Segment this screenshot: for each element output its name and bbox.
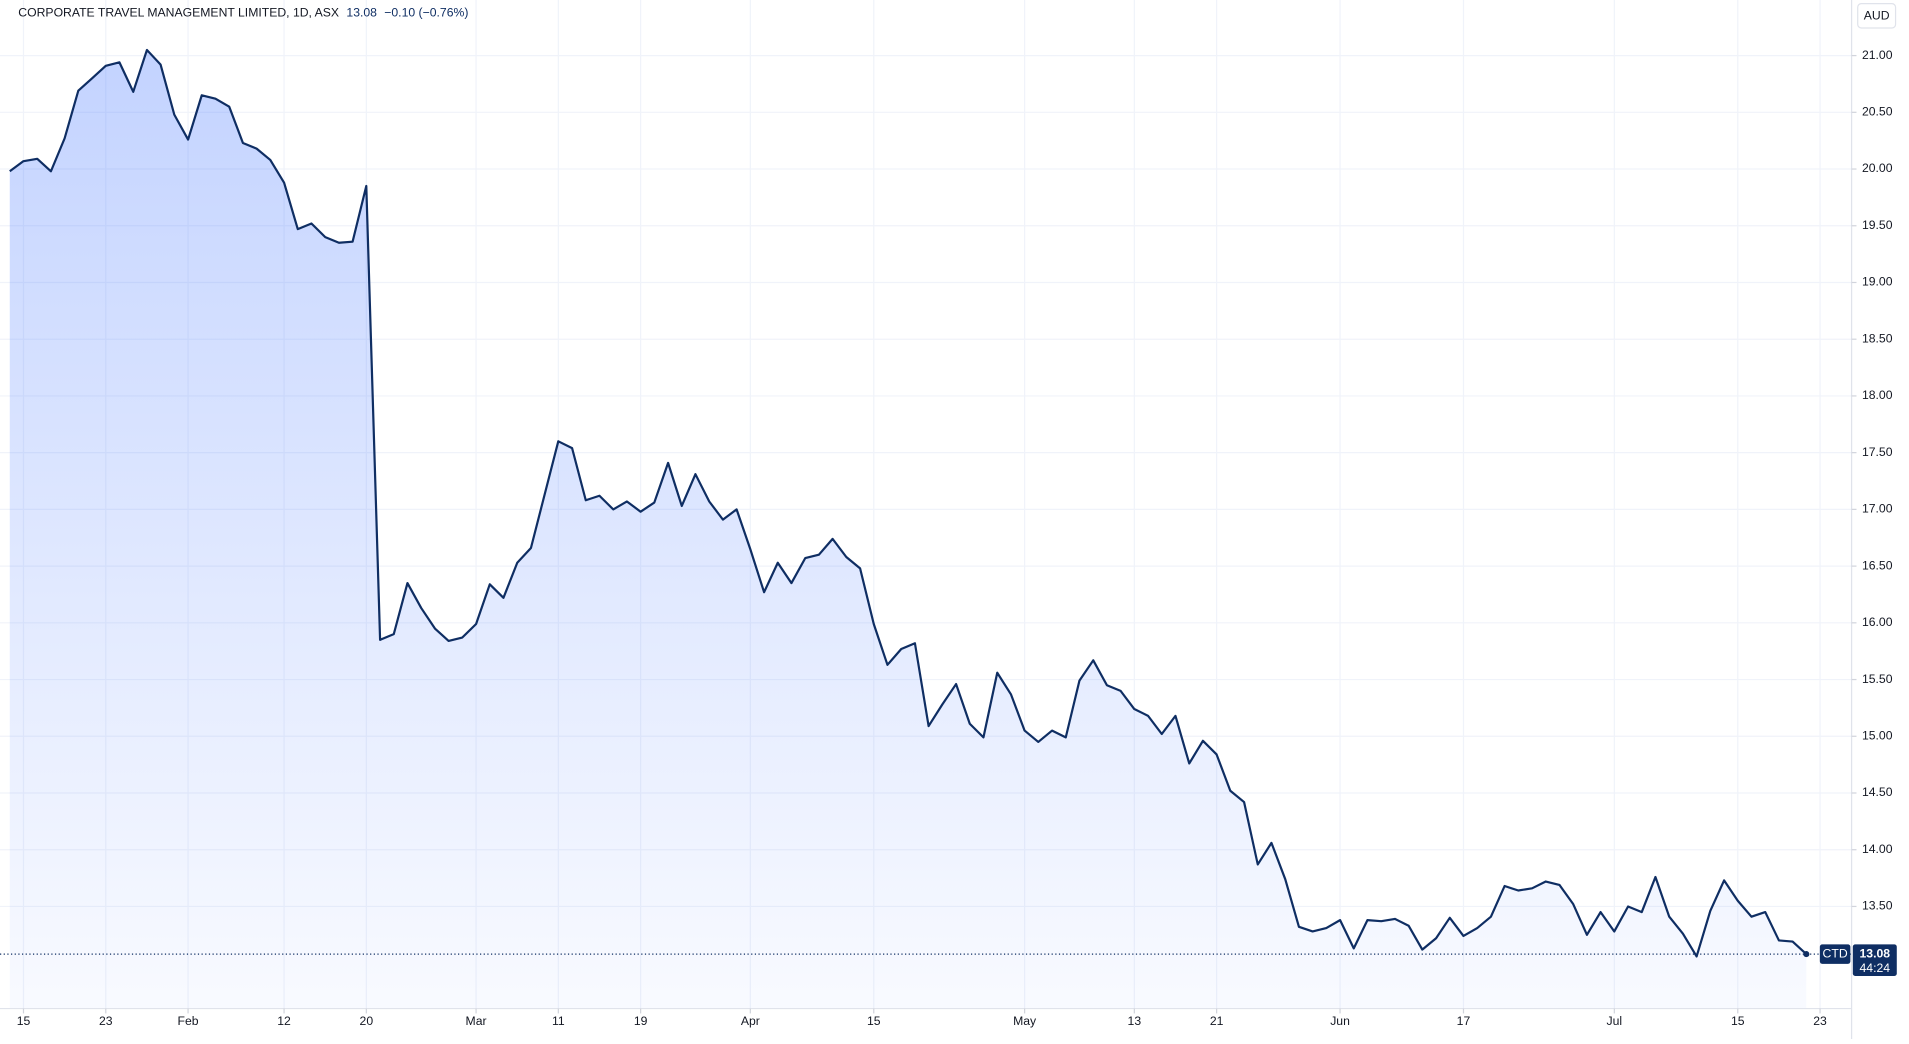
x-tick-label: 15 [867, 1014, 881, 1028]
currency-box[interactable] [1857, 3, 1897, 29]
y-tick-label: 19.00 [1862, 275, 1893, 289]
y-tick-label: 18.50 [1862, 331, 1893, 345]
y-tick-label: 13.50 [1862, 899, 1893, 913]
x-tick-label: 17 [1457, 1014, 1471, 1028]
y-tick-label: 16.00 [1862, 615, 1893, 629]
price-line [9, 48, 1808, 958]
y-tick-label: 15.50 [1862, 672, 1893, 686]
x-tick-label: 12 [277, 1014, 291, 1028]
y-tick-label: 14.00 [1862, 842, 1893, 856]
symbol-box [1819, 944, 1851, 964]
x-tick-label: Apr [741, 1014, 760, 1028]
x-tick-label: 23 [1813, 1014, 1827, 1028]
y-tick-label: 19.50 [1862, 218, 1893, 232]
x-tick-label: 15 [17, 1014, 31, 1028]
y-tick-label: 17.50 [1862, 445, 1893, 459]
x-tick-label: May [1013, 1014, 1037, 1028]
header-price: 13.08 [346, 6, 377, 20]
chart-title: CORPORATE TRAVEL MANAGEMENT LIMITED, 1D,… [18, 6, 339, 20]
currency[interactable]: AUD [1864, 9, 1890, 23]
y-tick-label: 16.50 [1862, 558, 1893, 572]
y-tick-label: 14.50 [1862, 785, 1893, 799]
header-change: −0.10 (−0.76%) [384, 6, 468, 20]
y-tick-label: 20.00 [1862, 161, 1893, 175]
y-tick-label: 17.00 [1862, 502, 1893, 516]
y-tick-label: 21.00 [1862, 48, 1893, 62]
symbol-label: CTD [1823, 946, 1848, 960]
x-tick-label: 15 [1731, 1014, 1745, 1028]
y-tick-label: 15.00 [1862, 729, 1893, 743]
countdown: 44:24 [1860, 961, 1891, 975]
x-tick-label: Jun [1330, 1014, 1350, 1028]
x-tick-label: Mar [466, 1014, 487, 1028]
x-tick-label: Feb [178, 1014, 199, 1028]
area [9, 49, 1807, 1009]
y-tick-label: 20.50 [1862, 105, 1893, 119]
x-tick-label: 19 [634, 1014, 648, 1028]
y-tick-label: 18.00 [1862, 388, 1893, 402]
price-box [1852, 944, 1897, 977]
x-tick-label: 21 [1210, 1014, 1224, 1028]
x-tick-label: 13 [1128, 1014, 1142, 1028]
last-point [1803, 951, 1810, 958]
x-tick-label: 20 [360, 1014, 374, 1028]
x-tick-label: 11 [552, 1014, 565, 1028]
x-tick-label: 23 [99, 1014, 113, 1028]
price-label: 13.08 [1860, 946, 1891, 960]
x-tick-label: Jul [1607, 1014, 1623, 1028]
plot [0, 48, 1852, 1009]
